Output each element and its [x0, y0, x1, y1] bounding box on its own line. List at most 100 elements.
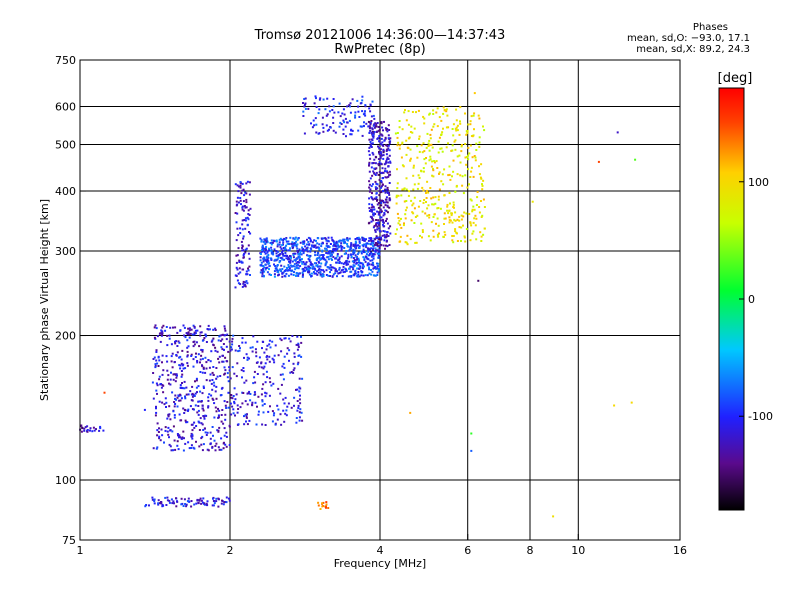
data-point: [314, 251, 317, 254]
data-point: [196, 391, 198, 394]
data-point: [366, 264, 369, 267]
data-point: [285, 257, 288, 260]
data-point: [315, 131, 318, 134]
data-point: [357, 244, 360, 247]
data-point: [357, 271, 360, 273]
data-point: [459, 174, 462, 177]
data-point: [362, 248, 365, 251]
data-point: [427, 142, 430, 145]
data-point: [192, 324, 195, 327]
data-point: [286, 242, 289, 245]
data-point: [295, 243, 298, 246]
data-point: [436, 125, 439, 128]
data-point: [346, 121, 349, 124]
data-point: [380, 185, 383, 188]
data-point: [459, 120, 461, 123]
data-point: [199, 497, 202, 500]
data-point: [201, 371, 204, 374]
data-point: [372, 133, 375, 136]
data-point: [181, 387, 184, 390]
data-point: [316, 265, 319, 268]
data-point: [164, 429, 167, 432]
data-point: [260, 239, 263, 242]
data-point: [371, 100, 374, 103]
data-point: [366, 242, 369, 245]
data-point: [241, 341, 244, 344]
data-point: [383, 239, 386, 242]
data-point: [207, 406, 210, 409]
data-point: [282, 409, 285, 412]
data-point: [183, 408, 186, 411]
colorbar-tick-label: 100: [748, 176, 769, 189]
data-point: [183, 380, 186, 383]
data-point: [345, 263, 348, 266]
data-point: [425, 197, 428, 199]
data-point: [272, 414, 275, 417]
data-point: [480, 216, 483, 218]
y-tick-label: 500: [55, 139, 76, 152]
data-point: [268, 264, 271, 267]
data-point: [337, 111, 340, 114]
data-point: [324, 237, 327, 240]
data-point: [387, 175, 390, 178]
data-point: [472, 114, 475, 117]
data-point: [312, 119, 315, 122]
data-point: [151, 498, 154, 501]
data-point: [412, 166, 415, 169]
data-point: [239, 283, 242, 286]
data-point: [163, 403, 166, 406]
data-point: [156, 446, 159, 449]
data-point: [285, 240, 288, 243]
data-point: [473, 112, 476, 115]
data-point: [234, 212, 237, 214]
data-point: [248, 419, 251, 422]
data-point: [421, 210, 424, 213]
data-point: [247, 252, 250, 255]
data-point: [277, 387, 280, 390]
data-point: [415, 111, 417, 114]
y-tick-label: 400: [55, 185, 76, 198]
data-point: [404, 109, 406, 111]
data-point: [283, 248, 286, 251]
x-tick-label: 8: [527, 544, 534, 557]
data-point: [239, 347, 241, 350]
data-point: [293, 367, 296, 370]
data-point: [378, 128, 381, 131]
data-point: [361, 262, 364, 265]
data-point: [214, 349, 217, 352]
data-point: [161, 330, 164, 333]
data-point: [330, 251, 333, 254]
data-point: [348, 275, 351, 278]
data-point: [182, 505, 185, 507]
data-point: [370, 206, 373, 209]
data-point: [385, 160, 388, 163]
x-tick-label: 4: [377, 544, 384, 557]
data-point: [260, 253, 262, 255]
data-point: [263, 270, 266, 273]
data-point: [432, 175, 435, 178]
data-point: [431, 146, 434, 149]
data-point: [175, 376, 178, 379]
data-point: [263, 251, 266, 253]
x-tick-label: 16: [673, 544, 687, 557]
data-point: [428, 214, 431, 216]
data-point: [480, 177, 483, 180]
data-point: [235, 200, 238, 203]
data-point: [308, 260, 311, 263]
data-point: [289, 340, 292, 343]
data-point: [454, 228, 457, 231]
data-point: [204, 371, 207, 374]
data-point: [467, 158, 470, 161]
data-point: [315, 262, 318, 265]
data-point: [371, 192, 373, 195]
data-point: [174, 448, 177, 451]
data-point: [368, 164, 370, 167]
data-point: [376, 222, 379, 225]
data-point: [375, 223, 377, 226]
data-point: [382, 189, 385, 192]
data-point: [242, 280, 245, 283]
data-point: [384, 201, 387, 204]
data-point: [405, 119, 408, 122]
data-point: [432, 235, 435, 238]
data-point: [374, 229, 377, 232]
